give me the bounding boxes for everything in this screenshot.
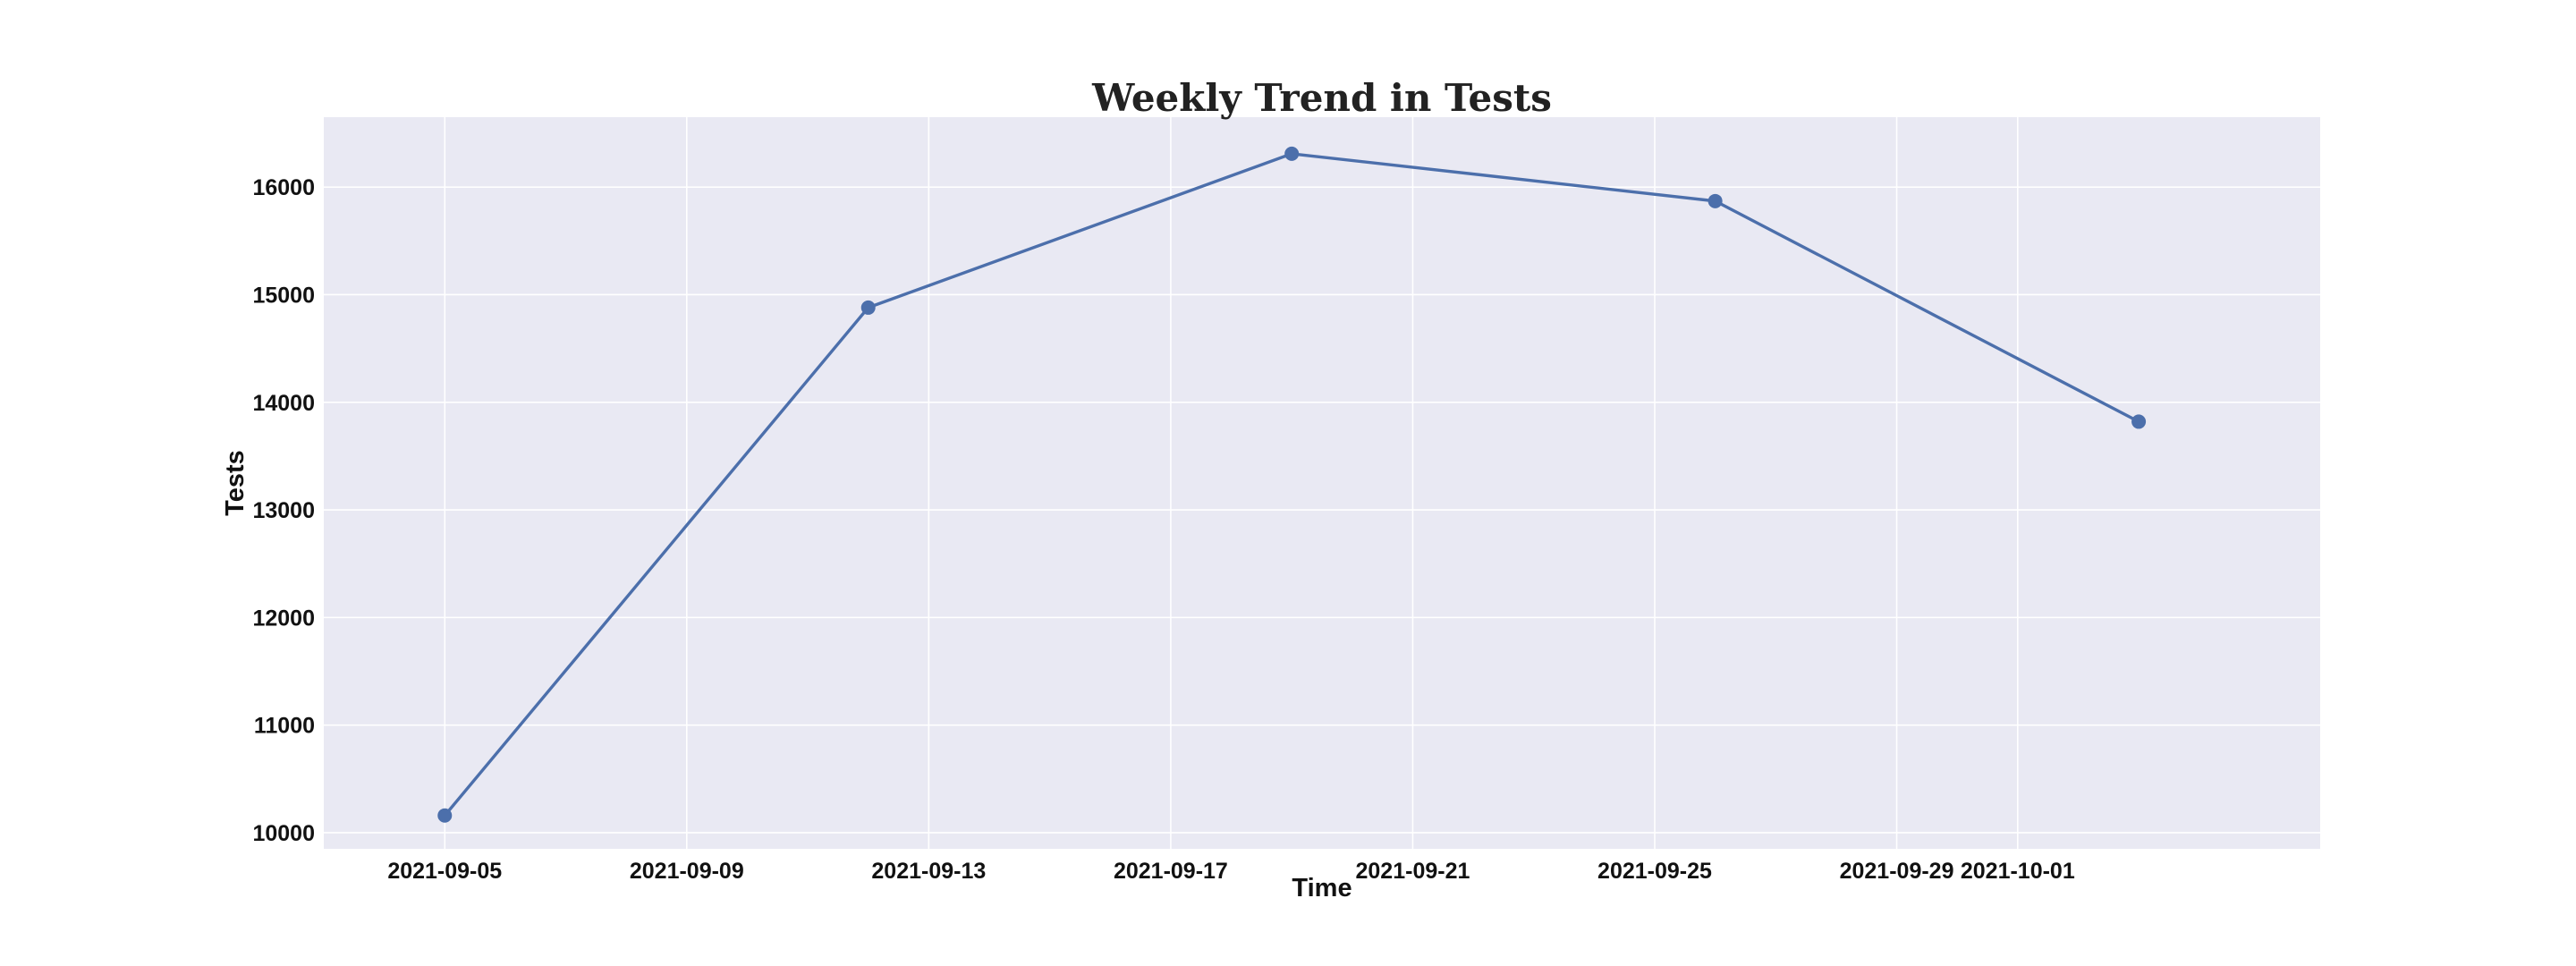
x-tick-label: 2021-09-29 xyxy=(1840,859,1954,884)
data-point xyxy=(1707,193,1723,208)
x-tick-label: 2021-09-05 xyxy=(387,859,502,884)
y-tick-label: 16000 xyxy=(252,175,315,200)
chart-title: Weekly Trend in Tests xyxy=(1091,76,1552,120)
y-tick-label: 11000 xyxy=(254,714,315,739)
data-point xyxy=(860,300,876,315)
data-point xyxy=(2131,414,2147,429)
y-tick-label: 14000 xyxy=(252,391,315,416)
x-tick-label: 2021-09-17 xyxy=(1114,859,1228,884)
y-tick-label: 15000 xyxy=(252,283,315,308)
x-tick-label: 2021-09-09 xyxy=(630,859,744,884)
x-tick-label: 2021-09-13 xyxy=(871,859,986,884)
x-tick-label: 2021-09-25 xyxy=(1597,859,1712,884)
y-axis-label: Tests xyxy=(221,450,250,516)
grid-lines xyxy=(324,117,2320,849)
x-tick-label: 2021-09-21 xyxy=(1356,859,1470,884)
series-layer xyxy=(437,146,2147,823)
x-tick-label: 2021-10-01 xyxy=(1961,859,2075,884)
x-axis-label: Time xyxy=(1292,874,1352,902)
plot-area xyxy=(324,117,2320,849)
data-point xyxy=(437,808,453,823)
y-tick-label: 13000 xyxy=(252,498,315,523)
y-axis-ticks: 10000 11000 12000 13000 14000 15000 16000 xyxy=(252,175,315,846)
data-point xyxy=(1284,146,1300,161)
y-tick-label: 10000 xyxy=(252,821,315,846)
y-tick-label: 12000 xyxy=(252,606,315,631)
x-axis-ticks: 2021-09-05 2021-09-09 2021-09-13 2021-09-17… xyxy=(387,859,2075,884)
